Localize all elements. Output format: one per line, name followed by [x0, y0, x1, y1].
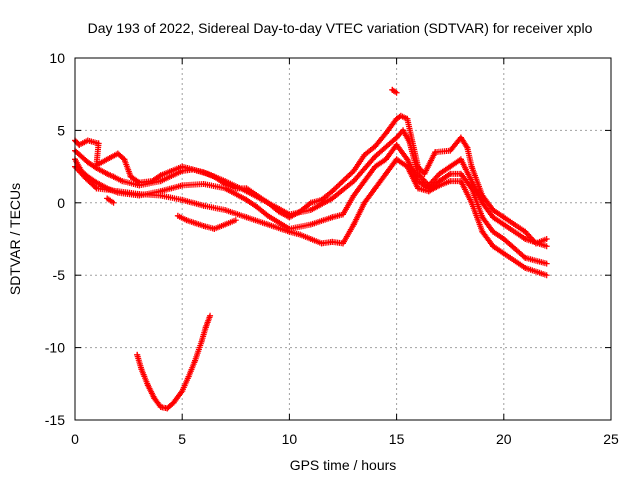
series-track-h: [134, 312, 214, 412]
x-tick-label: 10: [282, 431, 298, 447]
series-track-c: [72, 141, 550, 267]
point-marker: [543, 272, 550, 279]
point-marker: [339, 178, 346, 185]
point-marker: [543, 236, 550, 242]
point-marker: [110, 199, 117, 206]
series-track-d: [72, 156, 550, 279]
point-marker: [207, 312, 214, 319]
y-tick-label: 10: [49, 50, 65, 66]
point-marker: [336, 181, 343, 188]
point-marker: [232, 217, 239, 224]
series-track-b: [72, 112, 550, 247]
point-marker: [393, 89, 400, 96]
point-marker: [543, 243, 550, 250]
point-marker: [543, 260, 550, 267]
point-marker: [332, 185, 339, 192]
x-tick-label: 0: [71, 431, 79, 447]
point-marker: [340, 177, 347, 184]
point-marker: [346, 171, 353, 178]
point-marker: [92, 184, 99, 191]
x-axis-label: GPS time / hours: [290, 457, 397, 473]
series-track-f: [104, 195, 117, 206]
y-axis-label: SDTVAR / TECUs: [7, 183, 23, 295]
x-tick-label: 25: [603, 431, 619, 447]
y-tick-label: 0: [57, 195, 65, 211]
chart-title: Day 193 of 2022, Sidereal Day-to-day VTE…: [88, 20, 593, 36]
x-tick-label: 5: [178, 431, 186, 447]
point-marker: [347, 170, 354, 177]
point-marker: [334, 182, 341, 189]
point-marker: [345, 173, 352, 180]
point-marker: [342, 176, 349, 183]
y-tick-label: -15: [45, 412, 65, 428]
series-track-e: [174, 212, 239, 232]
x-tick-label: 15: [389, 431, 405, 447]
series-track-g: [389, 86, 400, 96]
x-tick-label: 20: [496, 431, 512, 447]
plot-frame: [74, 57, 612, 421]
point-marker: [333, 184, 340, 191]
point-marker: [343, 174, 350, 181]
y-tick-label: -10: [45, 340, 65, 356]
data-series-layer: [72, 86, 550, 412]
point-marker: [337, 180, 344, 187]
axis-ticks: 0 5 10 15 20 25 -15 -10 -5 0 5 10: [45, 50, 619, 447]
y-tick-label: -5: [53, 267, 66, 283]
y-tick-label: 5: [57, 122, 65, 138]
